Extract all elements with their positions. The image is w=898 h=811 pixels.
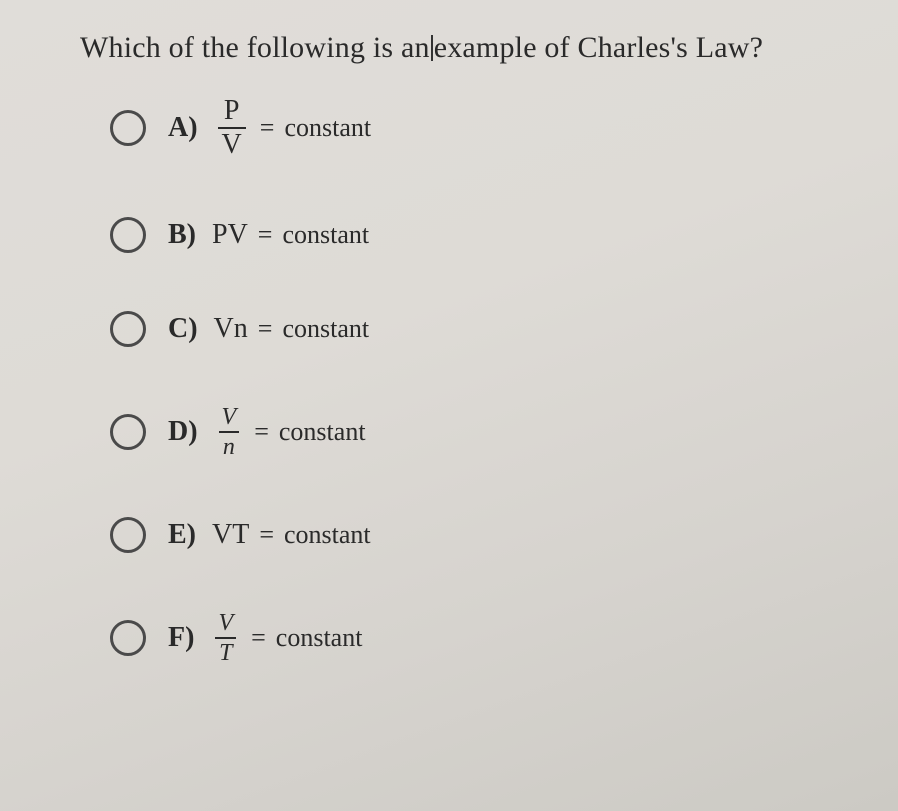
option-d[interactable]: D) V n = constant	[110, 405, 868, 459]
option-f-num: V	[214, 611, 237, 637]
equals-sign: =	[260, 113, 275, 143]
constant-label: constant	[282, 220, 369, 250]
option-d-label: D) V n = constant	[168, 405, 366, 459]
radio-a[interactable]	[110, 110, 146, 146]
option-e-letter: E)	[168, 519, 196, 551]
radio-e[interactable]	[110, 517, 146, 553]
options-group: A) P V = constant B) PV = constant C)	[60, 97, 868, 665]
option-f-fraction: V T	[214, 611, 237, 665]
text-cursor	[431, 35, 433, 61]
option-b[interactable]: B) PV = constant	[110, 217, 868, 253]
radio-b[interactable]	[110, 217, 146, 253]
equals-sign: =	[251, 623, 266, 653]
option-b-expr: PV	[212, 219, 248, 251]
radio-f[interactable]	[110, 620, 146, 656]
constant-label: constant	[282, 314, 369, 344]
radio-d[interactable]	[110, 414, 146, 450]
option-d-fraction: V n	[218, 405, 241, 459]
option-a-fraction: P V	[218, 97, 246, 159]
option-c-letter: C)	[168, 313, 198, 345]
option-a-den: V	[218, 127, 246, 159]
option-c-label: C) Vn = constant	[168, 313, 369, 345]
option-a-num: P	[220, 97, 244, 127]
option-a[interactable]: A) P V = constant	[110, 97, 868, 159]
constant-label: constant	[284, 113, 371, 143]
option-e[interactable]: E) VT = constant	[110, 517, 868, 553]
question-pre: Which of the following is an	[80, 31, 430, 64]
option-f[interactable]: F) V T = constant	[110, 611, 868, 665]
option-a-letter: A)	[168, 112, 198, 144]
option-b-label: B) PV = constant	[168, 219, 369, 251]
quiz-page: Which of the following is anexample of C…	[0, 0, 898, 811]
option-c-expr: Vn	[214, 313, 248, 345]
equals-sign: =	[259, 520, 274, 550]
option-c[interactable]: C) Vn = constant	[110, 311, 868, 347]
question-text: Which of the following is anexample of C…	[80, 28, 868, 67]
constant-label: constant	[276, 623, 363, 653]
radio-c[interactable]	[110, 311, 146, 347]
option-f-label: F) V T = constant	[168, 611, 362, 665]
option-e-label: E) VT = constant	[168, 519, 371, 551]
option-f-letter: F)	[168, 622, 194, 654]
equals-sign: =	[258, 314, 273, 344]
option-a-label: A) P V = constant	[168, 97, 371, 159]
question-post: example of Charles's Law?	[434, 31, 763, 64]
equals-sign: =	[254, 417, 269, 447]
equals-sign: =	[258, 220, 273, 250]
option-d-letter: D)	[168, 416, 198, 448]
constant-label: constant	[279, 417, 366, 447]
option-e-expr: VT	[212, 519, 249, 551]
option-f-den: T	[215, 637, 236, 665]
constant-label: constant	[284, 520, 371, 550]
option-b-letter: B)	[168, 219, 196, 251]
option-d-num: V	[218, 405, 241, 431]
option-d-den: n	[219, 431, 239, 459]
